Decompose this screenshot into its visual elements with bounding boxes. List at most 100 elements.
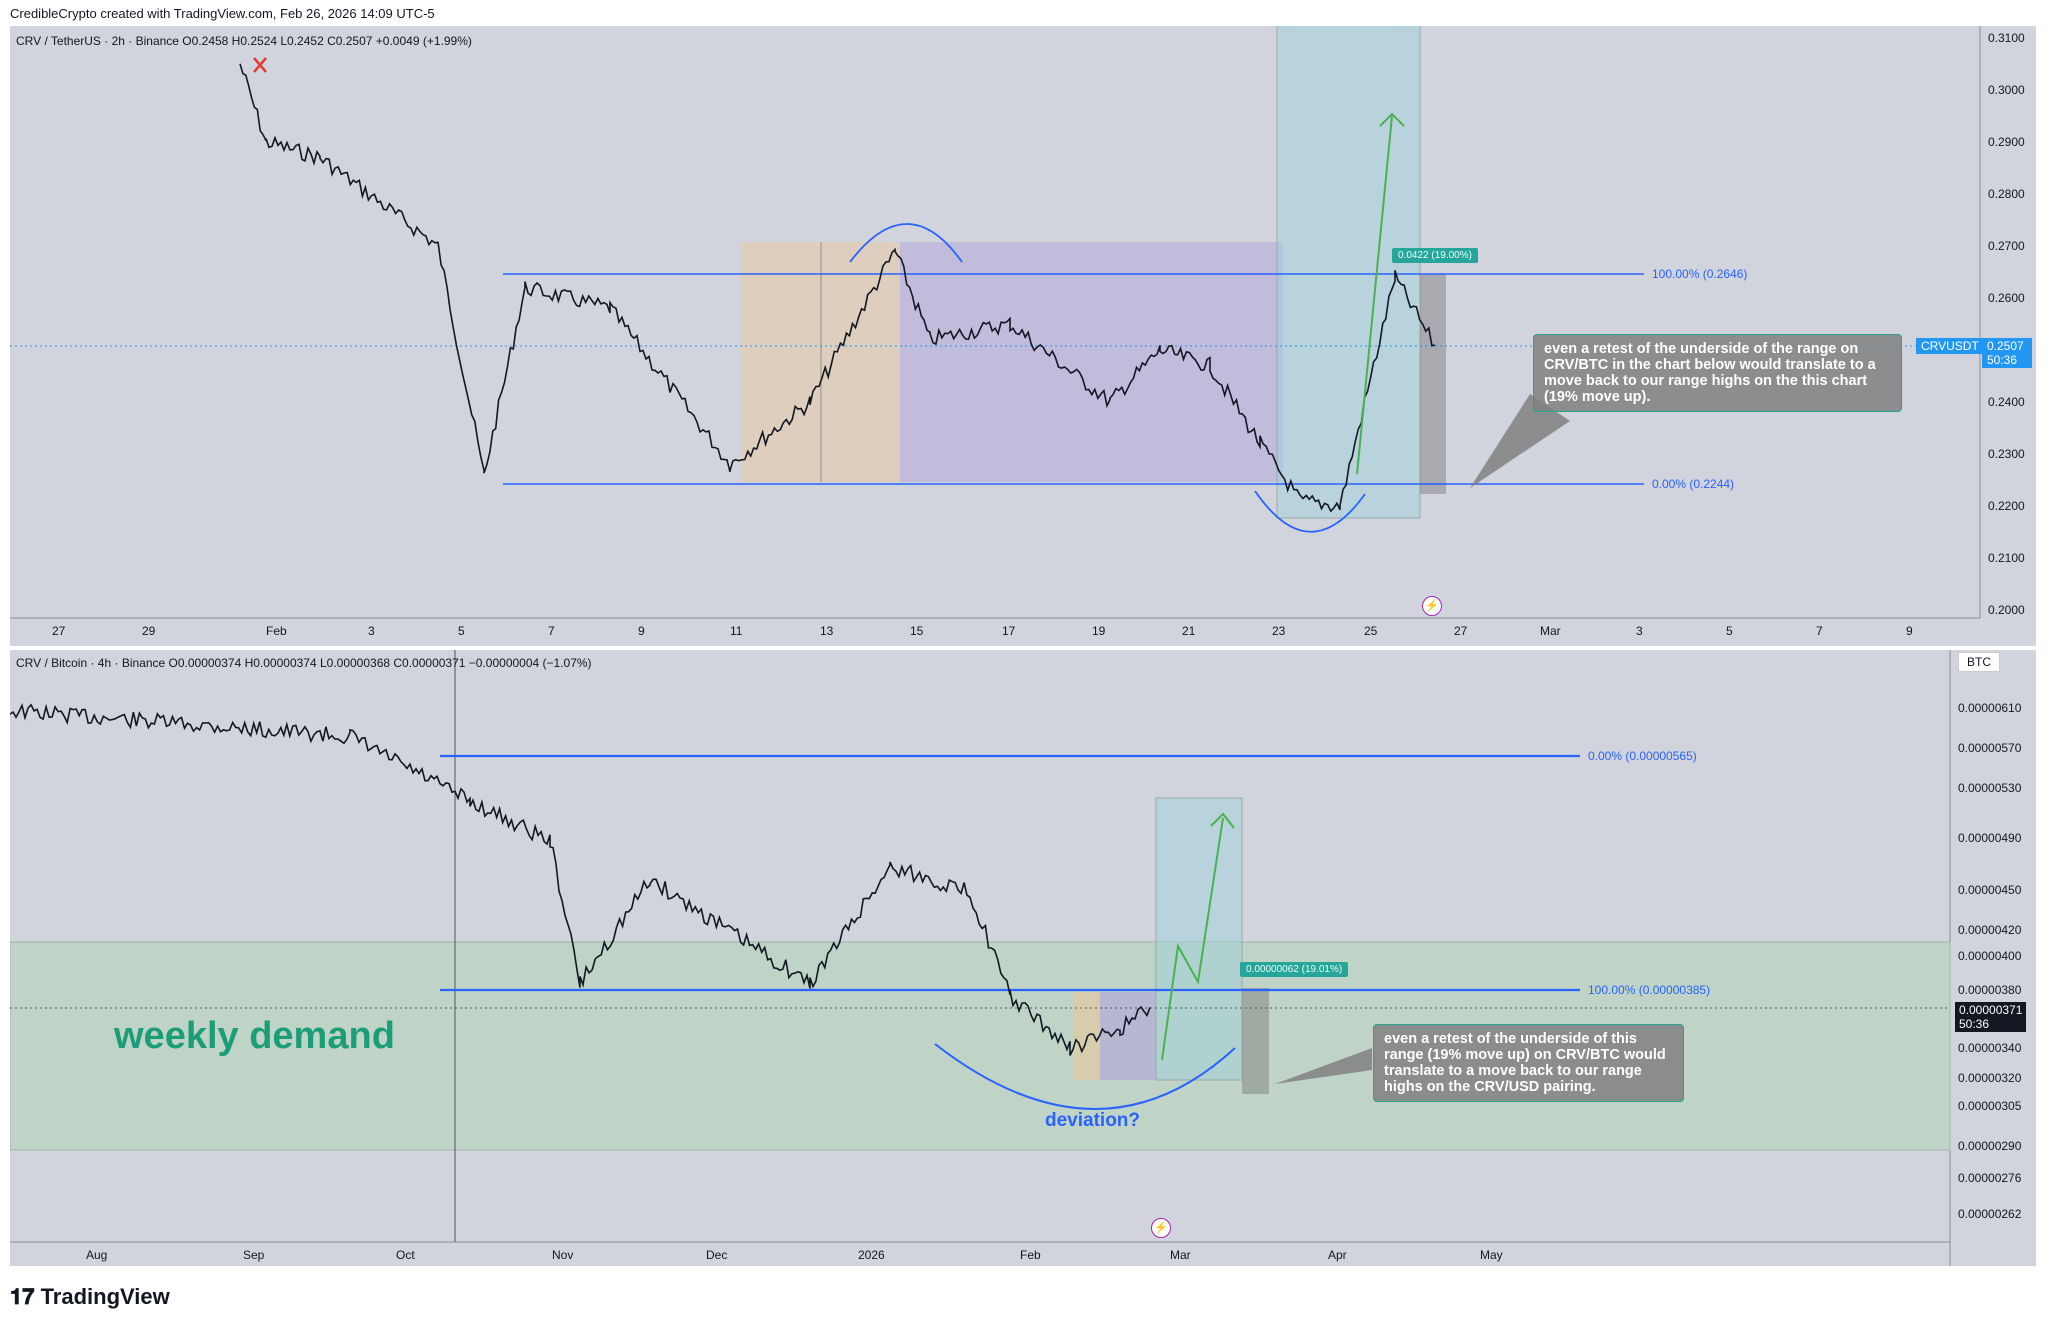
tradingview-logo[interactable]: 𝟏𝟕 TradingView bbox=[10, 1284, 170, 1310]
bottom-y-tick: 0.00000570 bbox=[1958, 741, 2022, 755]
top-y-tick: 0.2100 bbox=[1988, 551, 2025, 565]
bottom-fib-low-label: 0.00% (0.00000565) bbox=[1588, 749, 1697, 763]
top-chart-svg[interactable] bbox=[10, 26, 2036, 646]
top-symbol-tag: CRVUSDT bbox=[1916, 338, 1984, 354]
bottom-y-tick: 0.00000276 bbox=[1958, 1171, 2022, 1185]
top-gray-bar bbox=[1420, 274, 1446, 494]
top-gain-badge: 0.0422 (19.00%) bbox=[1392, 248, 1478, 263]
deviation-arc bbox=[934, 1043, 1236, 1110]
top-arc-top bbox=[849, 223, 963, 263]
top-x-tick: 27 bbox=[52, 624, 66, 638]
top-fib-high-label: 100.00% (0.2646) bbox=[1652, 267, 1748, 281]
top-purple-zone bbox=[900, 242, 1283, 482]
top-x-tick: 5 bbox=[458, 624, 465, 638]
bottom-projection-arrow bbox=[1161, 817, 1224, 1061]
bottom-annotation-note: even a retest of the underside of this r… bbox=[1373, 1024, 1684, 1102]
top-x-tick: 9 bbox=[1906, 624, 1913, 638]
top-x-tick: 3 bbox=[368, 624, 375, 638]
top-projection-box bbox=[1276, 26, 1421, 519]
red-x-marker-icon bbox=[253, 57, 267, 73]
top-arc-bottom bbox=[1254, 490, 1366, 533]
top-annotation-note: even a retest of the underside of the ra… bbox=[1533, 334, 1902, 412]
bottom-price-series bbox=[10, 703, 1151, 1056]
bottom-y-tick: 0.00000610 bbox=[1958, 701, 2022, 715]
currency-tag[interactable]: BTC bbox=[1958, 652, 2000, 672]
top-x-tick: 25 bbox=[1364, 624, 1378, 638]
top-price-countdown: 50:36 bbox=[1987, 353, 2018, 367]
top-x-tick: 7 bbox=[548, 624, 555, 638]
bottom-lightning-icon[interactable]: ⚡ bbox=[1151, 1218, 1171, 1238]
bottom-x-tick: Dec bbox=[706, 1248, 728, 1262]
bottom-last-price-value: 0.00000371 bbox=[1959, 1003, 2023, 1017]
top-y-tick: 0.2300 bbox=[1988, 447, 2025, 461]
bottom-y-tick: 0.00000262 bbox=[1958, 1207, 2022, 1221]
bottom-chart-svg[interactable] bbox=[10, 650, 2036, 1266]
bottom-y-tick: 0.00000420 bbox=[1958, 923, 2022, 937]
bottom-purple-zone bbox=[1100, 992, 1156, 1080]
bottom-y-tick: 0.00000450 bbox=[1958, 883, 2022, 897]
top-y-tick: 0.2800 bbox=[1988, 187, 2025, 201]
bottom-y-tick: 0.00000290 bbox=[1958, 1139, 2022, 1153]
bottom-x-tick: May bbox=[1480, 1248, 1503, 1262]
bottom-y-tick: 0.00000340 bbox=[1958, 1041, 2022, 1055]
bottom-fib-high-label: 100.00% (0.00000385) bbox=[1588, 983, 1711, 997]
top-x-tick: 5 bbox=[1726, 624, 1733, 638]
top-x-tick: 19 bbox=[1092, 624, 1106, 638]
bottom-projection-box bbox=[1155, 797, 1243, 1081]
top-x-tick: 29 bbox=[142, 624, 156, 638]
top-projection-arrow bbox=[1356, 115, 1393, 475]
tradingview-brand-text: TradingView bbox=[40, 1284, 170, 1309]
top-lightning-icon[interactable]: ⚡ bbox=[1422, 596, 1442, 616]
header-text: CredibleCrypto created with TradingView.… bbox=[10, 6, 435, 21]
top-y-tick: 0.2200 bbox=[1988, 499, 2025, 513]
top-y-tick: 0.3000 bbox=[1988, 83, 2025, 97]
top-x-tick: 11 bbox=[730, 624, 743, 638]
top-price-value: 0.2507 bbox=[1987, 339, 2024, 353]
bottom-note-pointer bbox=[1275, 1048, 1372, 1084]
bottom-x-tick: Nov bbox=[552, 1248, 574, 1262]
top-x-tick: Mar bbox=[1540, 624, 1561, 638]
top-chart-pane[interactable]: CRV / TetherUS · 2h · Binance O0.2458 H0… bbox=[10, 26, 2036, 646]
top-price-tag: 0.2507 50:36 bbox=[1982, 338, 2032, 368]
bottom-gray-bar bbox=[1242, 988, 1269, 1094]
top-x-tick: 9 bbox=[638, 624, 645, 638]
top-fib-low-label: 0.00% (0.2244) bbox=[1652, 477, 1735, 491]
top-price-series bbox=[239, 63, 1436, 513]
top-x-tick: 27 bbox=[1454, 624, 1468, 638]
bottom-x-tick: Feb bbox=[1020, 1248, 1041, 1262]
top-y-tick: 0.2600 bbox=[1988, 291, 2025, 305]
bottom-x-tick: 2026 bbox=[858, 1248, 885, 1262]
top-x-tick: Feb bbox=[266, 624, 287, 638]
bottom-y-tick: 0.00000320 bbox=[1958, 1071, 2022, 1085]
top-note-pointer bbox=[1470, 394, 1570, 488]
top-x-tick: 17 bbox=[1002, 624, 1016, 638]
top-chart-legend: CRV / TetherUS · 2h · Binance O0.2458 H0… bbox=[16, 34, 472, 48]
top-y-tick: 0.3100 bbox=[1988, 31, 2025, 45]
bottom-chart-pane[interactable]: CRV / Bitcoin · 4h · Binance O0.00000374… bbox=[10, 650, 2036, 1266]
top-y-tick: 0.2700 bbox=[1988, 239, 2025, 253]
top-x-tick: 23 bbox=[1272, 624, 1286, 638]
bottom-gain-badge: 0.00000062 (19.01%) bbox=[1240, 962, 1349, 977]
bottom-x-tick: Oct bbox=[396, 1248, 415, 1262]
bottom-last-price-countdown: 50:36 bbox=[1959, 1017, 1990, 1031]
bottom-y-tick: 0.00000400 bbox=[1958, 949, 2022, 963]
top-x-tick: 7 bbox=[1816, 624, 1823, 638]
tradingview-logo-icon: 𝟏𝟕 bbox=[10, 1284, 41, 1309]
top-x-tick: 3 bbox=[1636, 624, 1643, 638]
deviation-label: deviation? bbox=[1045, 1110, 1141, 1131]
bottom-x-tick: Sep bbox=[243, 1248, 265, 1262]
top-y-tick: 0.2000 bbox=[1988, 603, 2025, 617]
top-x-tick: 13 bbox=[820, 624, 834, 638]
bottom-y-tick: 0.00000380 bbox=[1958, 983, 2022, 997]
bottom-y-tick: 0.00000490 bbox=[1958, 831, 2022, 845]
bottom-chart-legend: CRV / Bitcoin · 4h · Binance O0.00000374… bbox=[16, 656, 592, 670]
bottom-last-price-tag: 0.00000371 50:36 bbox=[1955, 1002, 2027, 1032]
bottom-x-tick: Aug bbox=[86, 1248, 108, 1262]
top-y-tick: 0.2900 bbox=[1988, 135, 2025, 149]
bottom-x-tick: Mar bbox=[1170, 1248, 1191, 1262]
bottom-y-tick: 0.00000530 bbox=[1958, 781, 2022, 795]
bottom-y-tick: 0.00000305 bbox=[1958, 1099, 2022, 1113]
bottom-x-tick: Apr bbox=[1328, 1248, 1347, 1262]
weekly-demand-label: weekly demand bbox=[114, 1015, 395, 1057]
top-projection-arrowhead-icon bbox=[1379, 112, 1405, 127]
